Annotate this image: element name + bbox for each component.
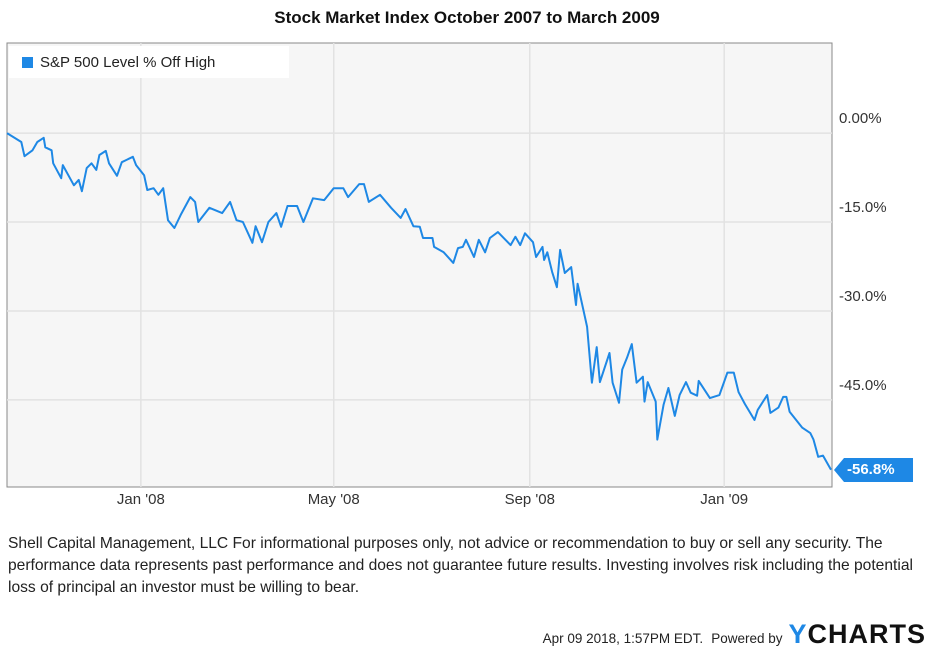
series-lines xyxy=(6,132,832,471)
powered-by-text: Powered by xyxy=(711,631,783,646)
x-tick-label: Jan '09 xyxy=(700,491,749,508)
y-tick-label: -30.0% xyxy=(839,287,887,305)
legend-label: S&P 500 Level % Off High xyxy=(40,53,216,71)
last-value-label: -56.8% xyxy=(834,457,913,482)
gridlines xyxy=(7,43,832,487)
disclaimer-text: Shell Capital Management, LLC For inform… xyxy=(8,535,913,596)
x-tick-label: Jan '08 xyxy=(116,491,165,508)
x-tick-label: May '08 xyxy=(307,491,360,508)
footer: Apr 09 2018, 1:57PM EDT. Powered by YCHA… xyxy=(543,619,926,650)
x-tick-label: Sep '08 xyxy=(504,491,555,508)
series-line-sp500 xyxy=(6,132,832,471)
legend-swatch xyxy=(22,56,33,68)
plot-area xyxy=(6,42,833,488)
y-tick-label: 0.00% xyxy=(839,110,882,128)
timestamp: Apr 09 2018, 1:57PM EDT. xyxy=(542,631,704,646)
y-tick-label: -15.0% xyxy=(839,199,887,217)
ycharts-logo[interactable]: YCHARTS xyxy=(788,619,926,649)
legend: S&P 500 Level % Off High xyxy=(9,46,289,78)
y-tick-label: -45.0% xyxy=(839,376,887,394)
chart-title: Stock Market Index October 2007 to March… xyxy=(274,8,660,27)
